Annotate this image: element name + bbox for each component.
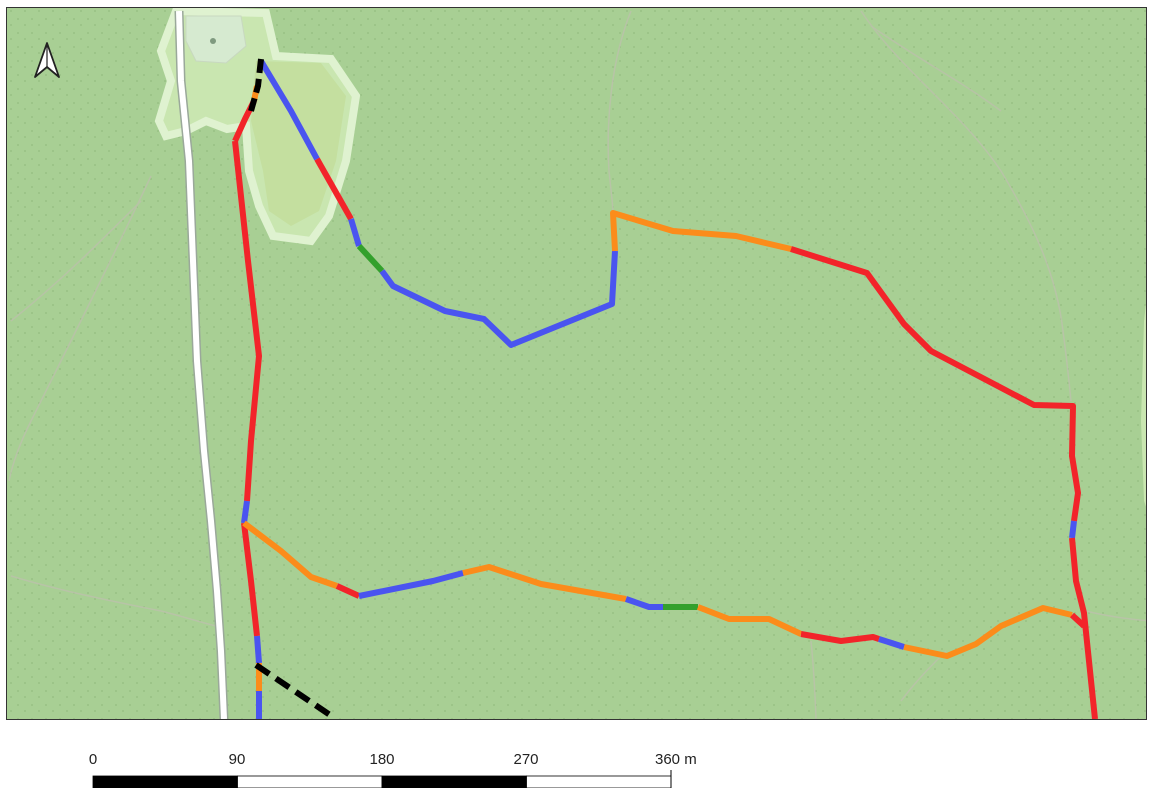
route-segment[interactable] (356, 243, 385, 274)
scale-label-90: 90 (229, 751, 246, 768)
route-segment[interactable] (335, 583, 361, 599)
route-segment[interactable] (790, 246, 1081, 522)
route-segment-dashed[interactable] (248, 58, 264, 112)
route-segment[interactable] (254, 635, 262, 664)
route-segment[interactable] (258, 59, 320, 161)
north-arrow-icon (34, 42, 60, 78)
map-canvas[interactable] (7, 8, 1146, 719)
scale-bar-segments (92, 770, 672, 788)
route-segment[interactable] (696, 604, 803, 637)
route-segment[interactable] (1069, 537, 1098, 719)
scale-label-360: 360 m (655, 751, 697, 768)
map-frame[interactable] (6, 7, 1147, 720)
route-segment[interactable] (241, 522, 260, 637)
route-segment-dashed[interactable] (254, 662, 335, 719)
route-segment[interactable] (800, 631, 880, 644)
route-segment[interactable] (610, 210, 792, 252)
scale-bar-segment (526, 775, 672, 788)
route-segment[interactable] (314, 157, 354, 221)
route-segment[interactable] (462, 564, 627, 602)
parking-marker (210, 38, 216, 44)
route-segment[interactable] (241, 500, 250, 524)
scale-bar-segment (237, 775, 383, 788)
scale-bar: 0 90 180 270 360 m (89, 751, 697, 788)
route-segment[interactable] (878, 636, 905, 650)
route-segment[interactable] (358, 570, 464, 599)
scale-label-180: 180 (369, 751, 394, 768)
route-segment[interactable] (625, 596, 663, 610)
route-segment[interactable] (348, 218, 362, 247)
scale-label-270: 270 (513, 751, 538, 768)
route-segment[interactable] (232, 140, 262, 502)
meadow-inner (251, 61, 346, 226)
meadow-right (1141, 303, 1146, 507)
route-segment[interactable] (1069, 520, 1077, 539)
route-segment[interactable] (379, 250, 618, 348)
scale-bar-segment (381, 775, 527, 788)
route-segment[interactable] (242, 520, 338, 589)
scale-bar-segment (92, 775, 238, 788)
parking-area (185, 15, 247, 64)
road (176, 10, 227, 719)
route-segment[interactable] (1069, 612, 1087, 629)
route-segment[interactable] (903, 605, 1073, 659)
scale-label-0: 0 (89, 751, 97, 768)
route-network[interactable] (232, 58, 1098, 719)
